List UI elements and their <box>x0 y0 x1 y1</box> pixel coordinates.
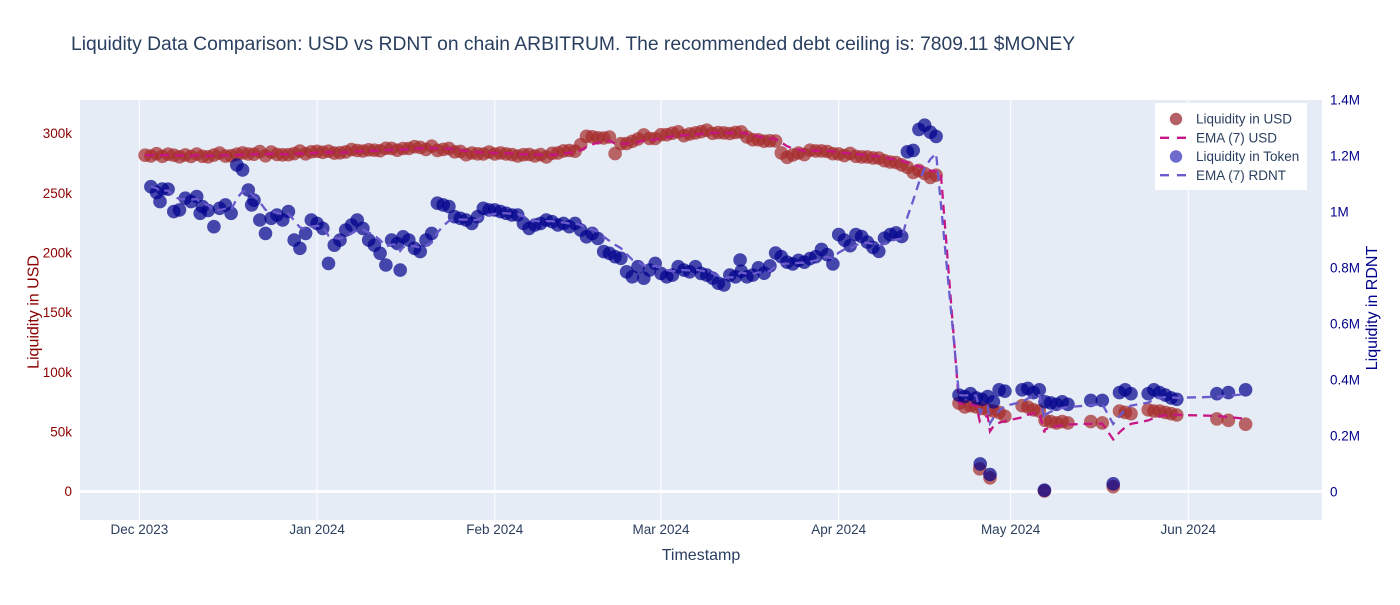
svg-text:EMA (7) RDNT: EMA (7) RDNT <box>1196 168 1286 183</box>
svg-text:250k: 250k <box>43 186 73 201</box>
svg-text:50k: 50k <box>50 425 72 440</box>
svg-text:Timestamp: Timestamp <box>662 547 741 564</box>
svg-text:Mar 2024: Mar 2024 <box>632 522 690 537</box>
svg-text:Dec 2023: Dec 2023 <box>111 522 169 537</box>
svg-text:150k: 150k <box>43 305 73 320</box>
svg-text:Feb 2024: Feb 2024 <box>466 522 524 537</box>
svg-text:100k: 100k <box>43 365 73 380</box>
svg-text:0.6M: 0.6M <box>1330 317 1360 332</box>
svg-text:EMA (7) USD: EMA (7) USD <box>1196 131 1277 146</box>
svg-text:0: 0 <box>64 484 72 499</box>
svg-text:Apr 2024: Apr 2024 <box>811 522 866 537</box>
svg-text:0.4M: 0.4M <box>1330 372 1360 387</box>
svg-text:0: 0 <box>1330 484 1338 499</box>
svg-text:300k: 300k <box>43 126 73 141</box>
svg-text:200k: 200k <box>43 246 73 261</box>
svg-text:Jan 2024: Jan 2024 <box>289 522 345 537</box>
svg-text:Liquidity Data Comparison: USD: Liquidity Data Comparison: USD vs RDNT o… <box>71 34 1075 55</box>
svg-text:1.2M: 1.2M <box>1330 149 1360 164</box>
svg-text:0.2M: 0.2M <box>1330 428 1360 443</box>
svg-text:Liquidity in USD: Liquidity in USD <box>26 255 43 369</box>
svg-text:Liquidity in RDNT: Liquidity in RDNT <box>1364 246 1381 371</box>
svg-text:0.8M: 0.8M <box>1330 261 1360 276</box>
svg-text:Liquidity in Token: Liquidity in Token <box>1196 149 1299 164</box>
svg-text:Liquidity in USD: Liquidity in USD <box>1196 112 1292 127</box>
svg-text:May 2024: May 2024 <box>981 522 1041 537</box>
svg-text:1M: 1M <box>1330 205 1349 220</box>
svg-text:Jun 2024: Jun 2024 <box>1161 522 1217 537</box>
svg-text:1.4M: 1.4M <box>1330 93 1360 108</box>
